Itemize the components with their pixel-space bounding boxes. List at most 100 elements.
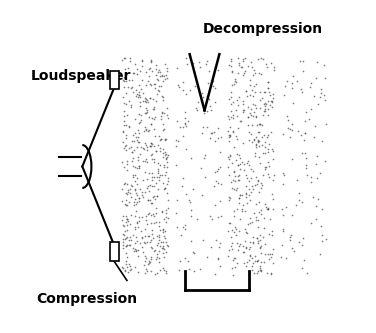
Point [188,155,194,161]
Point [210,84,216,89]
Point [240,58,246,64]
Point [235,103,241,108]
Point [256,144,262,149]
Point [317,251,323,256]
Point [228,235,234,240]
Point [306,116,312,121]
Point [149,152,155,157]
Point [161,165,167,170]
Point [243,194,249,199]
Point [253,174,259,180]
Point [225,113,231,118]
Point [134,239,140,244]
Point [280,131,287,136]
Point [156,223,162,228]
Point [182,223,188,228]
Point [120,242,126,247]
Point [186,266,193,272]
Point [200,237,206,242]
Point [197,266,203,271]
Point [247,254,253,259]
Point [173,119,179,124]
Point [237,119,243,124]
Point [138,144,144,149]
Point [239,159,245,165]
Point [260,235,266,240]
Point [174,225,180,230]
Point [271,64,277,70]
Point [158,136,164,141]
Point [193,105,199,110]
Point [164,160,170,165]
Bar [111,71,119,89]
Point [185,197,191,202]
Point [131,148,137,153]
Point [141,146,147,152]
Point [164,112,170,118]
Point [124,242,130,248]
Point [255,129,261,135]
Point [227,57,233,62]
Point [161,267,167,272]
Point [159,173,165,178]
Point [247,252,253,258]
Point [122,201,128,206]
Point [270,196,276,202]
Point [143,218,149,223]
Point [218,135,224,140]
Point [307,84,313,90]
Point [229,70,235,75]
Point [165,197,171,202]
Point [265,150,271,155]
Point [132,226,138,232]
Point [121,180,127,185]
Point [124,65,130,70]
Point [243,192,249,197]
Point [240,73,246,78]
Point [133,88,139,93]
Point [314,59,320,65]
Point [302,131,308,136]
Point [252,68,258,73]
Point [194,107,200,112]
Point [247,215,253,220]
Point [216,244,222,250]
Point [147,240,153,245]
Point [258,185,264,190]
Point [258,180,264,185]
Point [227,196,233,201]
Point [161,216,167,221]
Point [134,220,140,226]
Point [149,68,155,74]
Point [246,162,252,167]
Point [157,137,163,143]
Point [270,260,276,265]
Point [253,134,259,140]
Point [255,178,261,184]
Point [139,78,145,83]
Point [209,216,215,221]
Point [247,78,253,83]
Point [237,242,243,247]
Point [256,209,262,214]
Point [156,228,162,233]
Point [241,162,247,167]
Point [258,267,264,272]
Point [159,127,165,133]
Point [136,131,142,136]
Point [182,226,188,232]
Point [155,142,161,147]
Point [259,143,265,148]
Point [151,105,157,110]
Point [204,93,210,98]
Point [124,264,130,269]
Point [253,214,259,219]
Point [124,167,130,172]
Point [242,238,248,243]
Point [266,89,272,95]
Point [227,153,233,159]
Point [148,220,154,225]
Point [230,169,237,174]
Point [146,258,152,264]
Point [176,267,182,273]
